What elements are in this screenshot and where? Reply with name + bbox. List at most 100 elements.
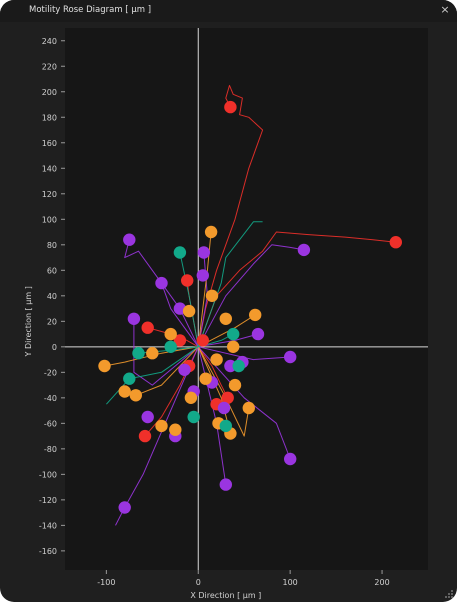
y-tick-label: -40	[44, 394, 57, 403]
y-tick-label: 240	[42, 37, 57, 46]
track-endpoint[interactable]	[178, 363, 191, 376]
track-endpoint[interactable]	[221, 391, 234, 404]
ticks-group: -160 -140 -120 -100 -80 -60 -40 -20 0 20 40 60 80 100…	[39, 37, 390, 587]
track-endpoint[interactable]	[284, 452, 297, 466]
track-endpoint[interactable]	[228, 378, 242, 392]
track-endpoint[interactable]	[118, 501, 131, 514]
track-endpoint[interactable]	[227, 340, 240, 353]
track-line	[161, 282, 199, 348]
track-line	[133, 318, 199, 386]
track-endpoint[interactable]	[123, 372, 136, 385]
y-tick-label: 180	[42, 113, 57, 122]
x-tick-label: 100	[283, 578, 298, 587]
track-endpoint[interactable]	[227, 327, 240, 341]
track-endpoint[interactable]	[155, 276, 168, 290]
track-endpoint[interactable]	[205, 289, 219, 302]
track-endpoint[interactable]	[210, 353, 223, 366]
track-endpoint[interactable]	[199, 372, 212, 385]
y-tick-label: 120	[42, 190, 57, 199]
y-tick-label: 20	[47, 317, 57, 326]
track-endpoint[interactable]	[123, 233, 136, 246]
y-tick-label: 40	[47, 292, 57, 301]
y-axis-label: Y Direction [ µm ]	[24, 286, 33, 357]
y-tick-label: -160	[39, 547, 57, 556]
track-endpoint[interactable]	[98, 359, 111, 373]
track-endpoint[interactable]	[219, 478, 232, 491]
y-tick-label: -60	[44, 419, 57, 428]
track-endpoint[interactable]	[217, 401, 231, 415]
track-line	[198, 346, 291, 361]
resize-grip-icon[interactable]	[444, 589, 454, 599]
track-endpoint[interactable]	[118, 385, 131, 398]
track-endpoint[interactable]	[187, 410, 200, 424]
track-line	[197, 84, 264, 347]
y-tick-label: 80	[47, 241, 57, 250]
y-tick-label: 100	[42, 215, 57, 224]
y-tick-label: -80	[44, 445, 57, 454]
window-title: Motility Rose Diagram [ µm ]	[29, 5, 152, 15]
track-line	[115, 346, 199, 526]
track-endpoint[interactable]	[219, 419, 232, 433]
track-line	[197, 346, 291, 460]
track-endpoint[interactable]	[155, 419, 168, 433]
track-endpoint[interactable]	[249, 308, 262, 322]
track-endpoint[interactable]	[173, 334, 187, 347]
y-tick-label: -140	[39, 521, 57, 530]
track-endpoint[interactable]	[129, 389, 142, 402]
y-tick-label: 200	[42, 88, 57, 97]
y-tick-label: 0	[52, 343, 57, 352]
track-line	[179, 252, 199, 347]
track-endpoint[interactable]	[127, 312, 141, 325]
track-line	[197, 346, 229, 399]
plot-background	[65, 28, 428, 570]
track-endpoint[interactable]	[173, 246, 187, 259]
y-tick-label: -120	[39, 496, 57, 505]
track-endpoint[interactable]	[141, 410, 154, 424]
title-bar[interactable]: Motility Rose Diagram [ µm ] ×	[0, 0, 457, 22]
close-icon[interactable]: ×	[440, 3, 450, 16]
track-line	[197, 346, 250, 437]
track-endpoint[interactable]	[232, 359, 245, 373]
track-endpoint[interactable]	[182, 304, 196, 318]
points-group	[98, 100, 402, 514]
y-tick-label: 220	[42, 62, 57, 71]
track-endpoint[interactable]	[141, 321, 154, 334]
track-endpoint[interactable]	[184, 391, 198, 404]
x-tick-label: 200	[374, 578, 389, 587]
track-endpoint[interactable]	[251, 327, 265, 341]
y-tick-label: 160	[42, 139, 57, 148]
track-line	[197, 221, 263, 347]
track-endpoint[interactable]	[204, 225, 218, 239]
track-line	[197, 231, 396, 347]
track-endpoint[interactable]	[284, 350, 297, 364]
track-endpoint[interactable]	[197, 246, 210, 259]
chart-area: -160 -140 -120 -100 -80 -60 -40 -20 0 20 40 60 80 100…	[0, 22, 457, 602]
rose-diagram-chart[interactable]: -160 -140 -120 -100 -80 -60 -40 -20 0 20 40 60 80 100…	[0, 22, 457, 602]
track-line	[197, 244, 304, 348]
track-line	[106, 346, 199, 405]
track-endpoint[interactable]	[138, 429, 152, 443]
track-line	[104, 346, 199, 367]
track-endpoint[interactable]	[242, 401, 255, 415]
track-endpoint[interactable]	[181, 274, 194, 287]
y-tick-label: 60	[47, 266, 57, 275]
y-tick-label: -100	[39, 470, 57, 479]
track-endpoint[interactable]	[219, 312, 232, 325]
track-endpoint[interactable]	[164, 340, 177, 353]
x-tick-label: -100	[97, 578, 115, 587]
track-line	[124, 239, 199, 348]
axes-group	[65, 28, 428, 570]
track-endpoint[interactable]	[297, 243, 311, 257]
track-endpoint[interactable]	[132, 347, 145, 360]
track-endpoint[interactable]	[146, 347, 159, 360]
track-line	[198, 314, 256, 348]
track-line	[198, 333, 259, 348]
y-tick-label: -20	[44, 368, 57, 377]
track-endpoint[interactable]	[224, 100, 237, 114]
track-endpoint[interactable]	[164, 327, 177, 341]
track-endpoint[interactable]	[389, 236, 402, 249]
track-endpoint[interactable]	[169, 423, 182, 436]
track-endpoint[interactable]	[196, 269, 209, 282]
track-endpoint[interactable]	[196, 334, 209, 347]
